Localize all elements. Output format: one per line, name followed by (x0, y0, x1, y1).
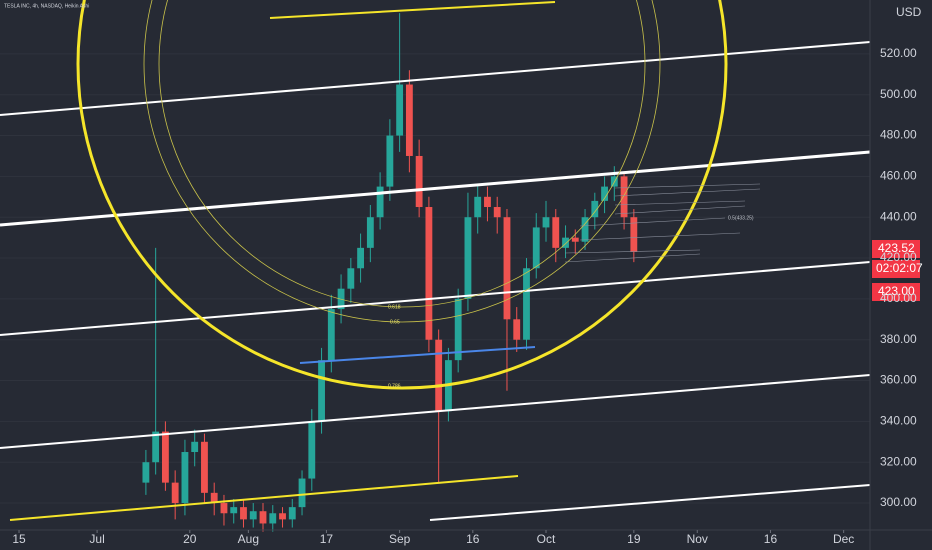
candle-body (181, 452, 189, 504)
y-tick-label: 440.00 (880, 209, 917, 223)
candle-body (308, 421, 316, 479)
y-tick-label: 420.00 (880, 250, 917, 264)
candle-body (171, 482, 179, 504)
y-tick-label: 500.00 (880, 87, 917, 101)
channel-line (0, 261, 871, 336)
x-tick-label: 16 (764, 532, 778, 546)
x-tick-label: Jul (89, 532, 104, 546)
x-tick-label: 19 (627, 532, 641, 546)
candle-body (142, 462, 150, 483)
y-tick-label: 400.00 (880, 291, 917, 305)
candle-body (552, 217, 560, 248)
candle-body (601, 186, 608, 201)
candle-body (230, 507, 238, 514)
x-tick-label: Sep (389, 532, 411, 546)
candle-body (152, 431, 160, 463)
y-tick-label: 360.00 (880, 373, 917, 387)
y-tick-label: 320.00 (880, 454, 917, 468)
fib-circle (143, 0, 661, 323)
y-tick-label: 480.00 (880, 128, 917, 142)
candle-body (581, 217, 589, 242)
candle-body (318, 360, 325, 422)
candle-body (591, 200, 599, 218)
fib-label: 0.618 (388, 304, 401, 310)
candle-body (464, 217, 472, 299)
candle-body (279, 513, 286, 520)
candle-body (503, 217, 511, 320)
candle-body (523, 268, 530, 340)
y-tick-label: 460.00 (880, 169, 917, 183)
candle-body (259, 511, 267, 524)
candle-body (327, 309, 335, 361)
candle-body (366, 217, 374, 248)
channel-line (429, 484, 871, 521)
candle-body (484, 196, 491, 208)
x-tick-label: 20 (183, 532, 197, 546)
candle-body (191, 441, 199, 453)
price-tag: 423.00 (878, 284, 915, 298)
candle-body (513, 319, 521, 340)
x-tick-label: 15 (12, 532, 26, 546)
y-tick-label: 300.00 (880, 495, 917, 509)
countdown: 02:02:07 (876, 261, 923, 275)
candle-body (347, 268, 355, 289)
candle-body (396, 84, 404, 136)
chart-title: TESLA INC, 4h, NASDAQ, Heikin Ashi (4, 3, 89, 9)
fib-circle (76, 0, 728, 390)
candle-body (435, 339, 443, 412)
candle-body (249, 511, 257, 520)
x-tick-label: Nov (687, 532, 708, 546)
x-tick-label: Dec (833, 532, 854, 546)
x-tick-label: 17 (320, 532, 334, 546)
channel-line (0, 374, 871, 449)
candle-body (220, 503, 228, 514)
candle-body (357, 247, 365, 269)
candle-body (562, 237, 569, 248)
x-tick-label: 16 (466, 532, 480, 546)
candle-body (386, 135, 394, 187)
trend-line (299, 346, 536, 364)
price-tag-bg (872, 260, 920, 278)
candle-body (161, 431, 169, 483)
candle-body (288, 507, 296, 520)
channel-line (0, 150, 871, 227)
candle-body (240, 507, 247, 520)
price-tag-bg (872, 283, 920, 301)
candle-body (630, 217, 638, 252)
y-tick-label: 520.00 (880, 46, 917, 60)
candle-body (210, 492, 218, 504)
price-tag: 423.52 (878, 241, 915, 255)
candle-body (493, 207, 501, 218)
currency-label: USD (896, 5, 922, 19)
candle-body (620, 176, 628, 218)
candle-body (571, 237, 579, 242)
candle-body (269, 513, 277, 524)
candle-body (405, 84, 413, 156)
x-tick-label: Oct (537, 532, 556, 546)
fib-label: 0.65 (390, 319, 400, 325)
candle-body (542, 217, 550, 228)
fib-lines (564, 183, 761, 263)
candle-body (474, 196, 482, 218)
y-tick-label: 380.00 (880, 332, 917, 346)
candle-body (532, 227, 540, 269)
x-tick-label: Aug (238, 532, 259, 546)
price-tag-bg (872, 240, 920, 258)
candle-body (454, 298, 462, 361)
y-tick-label: 340.00 (880, 414, 917, 428)
trend-line (269, 1, 556, 19)
candle-body (201, 441, 208, 493)
fib-circle (158, 0, 646, 308)
candle-body (425, 207, 433, 340)
candle-body (298, 478, 306, 508)
candle-body (415, 155, 423, 208)
trend-line (9, 475, 519, 521)
fib-label: 0.786 (388, 383, 401, 389)
drawings (0, 0, 871, 521)
candle-body (376, 186, 384, 218)
fib-label: 0.5(433.25) (728, 215, 754, 221)
